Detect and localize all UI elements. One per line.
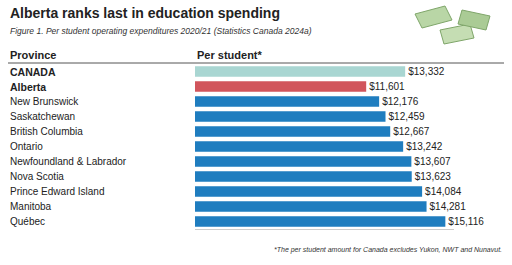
svg-text:Ontario: Ontario	[10, 141, 43, 152]
svg-text:$12,459: $12,459	[389, 111, 426, 122]
svg-text:CANADA: CANADA	[10, 66, 56, 78]
svg-text:Nova Scotia: Nova Scotia	[10, 171, 64, 182]
svg-text:Newfoundland & Labrador: Newfoundland & Labrador	[10, 156, 127, 167]
svg-text:$15,116: $15,116	[448, 216, 484, 227]
svg-text:Alberta: Alberta	[10, 81, 46, 93]
svg-text:Manitoba: Manitoba	[10, 201, 52, 212]
svg-text:$13,332: $13,332	[408, 66, 445, 77]
svg-text:Per student*: Per student*	[197, 49, 263, 61]
svg-text:$13,607: $13,607	[414, 156, 451, 167]
svg-text:Alberta ranks last in educatio: Alberta ranks last in education spending	[10, 5, 280, 21]
svg-text:$13,623: $13,623	[415, 171, 452, 182]
svg-text:Prince Edward Island: Prince Edward Island	[10, 186, 105, 197]
svg-text:Province: Province	[10, 49, 56, 61]
svg-text:$12,667: $12,667	[393, 126, 430, 137]
svg-text:$14,084: $14,084	[425, 186, 462, 197]
svg-text:New Brunswick: New Brunswick	[10, 96, 79, 107]
svg-text:$14,281: $14,281	[430, 201, 467, 212]
svg-text:$11,601: $11,601	[369, 81, 405, 92]
svg-text:Québec: Québec	[10, 216, 45, 227]
svg-text:*The per student amount for Ca: *The per student amount for Canada exclu…	[274, 246, 502, 254]
svg-text:Figure 1. Per student operatin: Figure 1. Per student operating expendit…	[10, 26, 312, 36]
svg-text:British Columbia: British Columbia	[10, 126, 83, 137]
svg-text:Saskatchewan: Saskatchewan	[10, 111, 75, 122]
svg-text:$12,176: $12,176	[382, 96, 419, 107]
svg-text:$13,242: $13,242	[406, 141, 443, 152]
